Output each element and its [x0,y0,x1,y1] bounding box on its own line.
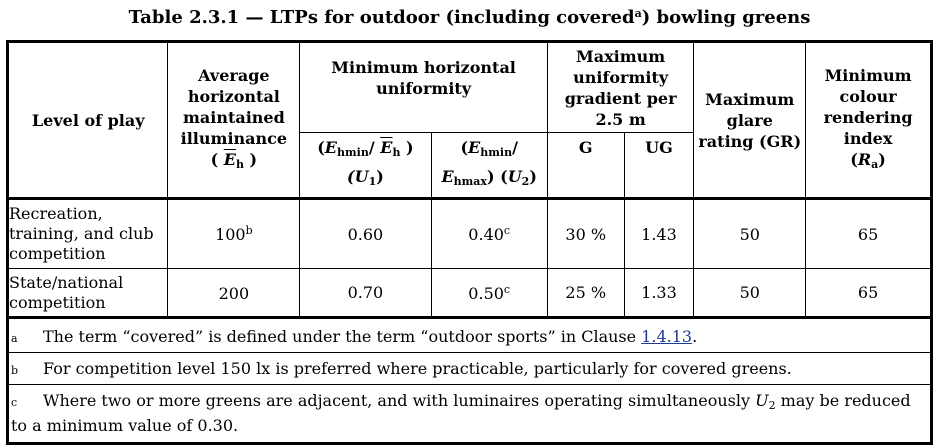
row-level: State/national competition [6,268,169,318]
row-avg-illuminance: 100b [167,197,301,269]
avg-symbol: ( Eh ) [210,150,258,171]
row-g: 25 % [546,268,625,318]
ltp-table: Level of play Average horizontal maintai… [6,40,933,445]
footnote-b-marker: b [11,364,19,377]
footnote-b-row: b For competition level 150 lx is preferr… [7,352,932,385]
row-u2: 0.50c [430,268,548,318]
title-text: Table 2.3.1 — LTPs for outdoor (includin… [128,7,635,28]
row-gr: 50 [693,197,807,269]
clause-link[interactable]: 1.4.13 [641,327,693,346]
footnote-a: a The term “covered” is defined under the… [7,316,932,353]
row-ra: 65 [805,268,932,318]
row-u1: 0.60 [299,197,432,269]
header-u1: (Ehmin/ Eh ) (U1) [299,132,432,199]
header-max-glare-rating: Maximum glare rating (GR) [693,41,807,199]
footnote-c-row: c Where two or more greens are adjacent, … [7,384,932,444]
header-level-of-play: Level of play [6,41,169,199]
row-g: 30 % [546,197,625,269]
table-row: State/national competition 200 0.70 0.50… [6,268,932,318]
header-min-colour-rendering-index: Minimum colour rendering index (Ra) [805,41,932,199]
header-ug: UG [623,132,695,199]
row-gr: 50 [693,268,807,318]
header-u2: (Ehmin/ Ehmax) (U2) [430,132,548,199]
header-min-horizontal-uniformity: Minimum horizontal uniformity [299,41,548,133]
table-title: Table 2.3.1 — LTPs for outdoor (includin… [0,2,939,30]
footnote-c: c Where two or more greens are adjacent, … [7,384,932,444]
footnote-b: b For competition level 150 lx is preferr… [7,352,932,385]
header-max-uniformity-gradient: Maximum uniformity gradient per 2.5 m [546,41,695,133]
footnote-c-marker: c [11,396,18,409]
row-ug: 1.33 [623,268,695,318]
row-level: Recreation, training, and club competiti… [6,197,169,269]
table-row: Recreation, training, and club competiti… [6,197,932,269]
row-u1: 0.70 [299,268,432,318]
footnote-a-marker: a [11,332,18,345]
row-avg-illuminance: 200 [167,268,301,318]
header-g: G [546,132,625,199]
footnote-a-row: a The term “covered” is defined under the… [7,316,932,353]
title-text-end: ) bowling greens [641,7,811,28]
row-u2: 0.40c [430,197,548,269]
cri-symbol: (Ra) [850,150,886,171]
row-ug: 1.43 [623,197,695,269]
row-ra: 65 [805,197,932,269]
title-footnote-marker: a [634,7,642,20]
header-average-illuminance: Average horizontal maintained illuminanc… [167,41,301,199]
